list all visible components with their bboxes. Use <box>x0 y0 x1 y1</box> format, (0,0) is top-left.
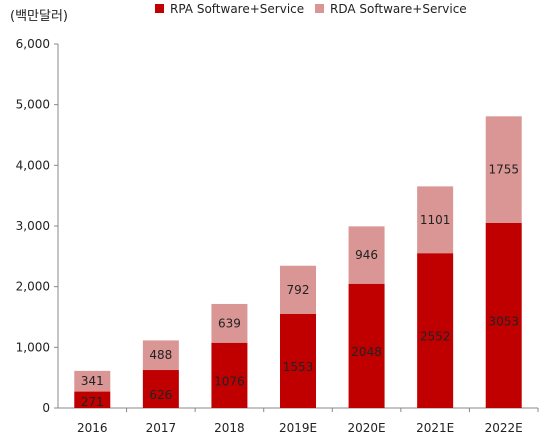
y-tick-label: 2,000 <box>16 280 50 294</box>
legend-label-rda: RDA Software+Service <box>330 2 467 16</box>
data-label-rpa: 3053 <box>488 314 519 328</box>
bar-segment-rda <box>211 303 248 343</box>
bar-segment-rpa <box>211 342 248 408</box>
legend: RPA Software+Service RDA Software+Servic… <box>155 2 467 16</box>
bar-segment-rda <box>142 340 179 371</box>
y-unit-label: (백만달러) <box>10 9 68 24</box>
bar-segment-rpa <box>417 253 454 408</box>
y-tick-label: 1,000 <box>16 340 50 354</box>
data-label-rda: 639 <box>218 316 241 330</box>
x-tick-label: 2016 <box>77 421 108 435</box>
legend-label-rpa: RPA Software+Service <box>170 2 304 16</box>
x-tick-label: 2022E <box>485 421 523 435</box>
data-label-rpa: 271 <box>81 395 104 409</box>
bar-segment-rda <box>74 370 111 392</box>
data-label-rpa: 2048 <box>351 345 382 359</box>
x-tick-label: 2018 <box>214 421 245 435</box>
data-label-rpa: 626 <box>149 388 172 402</box>
data-labels: 271 341 626 488 1076 639 1553 792 2048 946 2552 110… <box>81 163 519 409</box>
legend-swatch-rpa <box>155 4 164 13</box>
data-label-rda: 792 <box>287 283 310 297</box>
bar-segment-rda <box>348 226 385 284</box>
bars <box>74 116 522 408</box>
legend-swatch-rda <box>315 4 324 13</box>
bar-segment-rpa <box>485 222 522 408</box>
y-tick-label: 6,000 <box>16 37 50 51</box>
y-tick-label: 3,000 <box>16 219 50 233</box>
y-tick-label: 0 <box>42 401 50 415</box>
data-label-rda: 1755 <box>488 163 519 177</box>
data-label-rpa: 2552 <box>420 330 451 344</box>
y-tick-label: 4,000 <box>16 158 50 172</box>
x-tick-label: 2017 <box>146 421 177 435</box>
data-label-rda: 946 <box>355 248 378 262</box>
bar-segment-rda <box>485 116 522 223</box>
x-tick-label: 2021E <box>416 421 454 435</box>
bar-segment-rda <box>417 186 454 254</box>
data-label-rda: 488 <box>149 348 172 362</box>
x-tick-label: 2019E <box>279 421 317 435</box>
data-label-rpa: 1076 <box>214 374 245 388</box>
data-label-rpa: 1553 <box>283 360 314 374</box>
data-label-rda: 1101 <box>420 213 451 227</box>
y-tick-label: 5,000 <box>16 98 50 112</box>
x-tick-label: 2020E <box>348 421 386 435</box>
data-label-rda: 341 <box>81 374 104 388</box>
bar-segment-rda <box>280 265 316 314</box>
bar-segment-rpa <box>348 283 385 408</box>
bar-segment-rpa <box>280 313 316 408</box>
bar-segment-rpa <box>74 391 111 408</box>
axes: 0 1,000 2,000 3,000 4,000 5,000 6,000 2016 2017 2… <box>16 37 539 435</box>
bar-segment-rpa <box>142 370 179 408</box>
